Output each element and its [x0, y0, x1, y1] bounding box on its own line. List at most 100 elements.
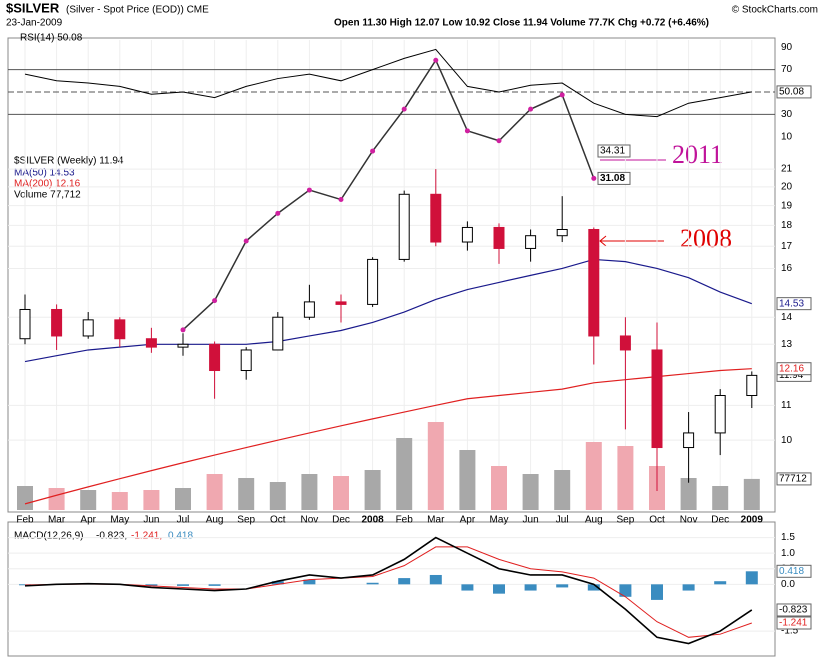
value-label: 77712	[779, 474, 807, 485]
annotation: 2008	[680, 224, 732, 253]
y-tick-label: 18	[781, 220, 793, 231]
volume-bar	[143, 490, 159, 510]
x-tick-label: 2008	[361, 515, 384, 526]
x-tick-label: Feb	[16, 515, 34, 526]
volume-bar	[80, 490, 96, 510]
title: $SILVER	[6, 0, 60, 15]
candle-body	[684, 433, 694, 448]
candle-body	[241, 350, 251, 371]
value-label: -1.241	[779, 618, 808, 629]
overlay-point	[370, 149, 375, 154]
x-tick-label: Jun	[143, 515, 159, 526]
x-tick-label: Jul	[556, 515, 569, 526]
overlay-point	[402, 107, 407, 112]
overlay-point	[433, 58, 438, 63]
rsi-tick-label: 30	[781, 109, 793, 120]
value-label: 0.418	[779, 566, 804, 577]
y-tick-label: 14	[781, 312, 793, 323]
overlay-point	[307, 188, 312, 193]
candle-body	[146, 339, 156, 347]
candle-body	[747, 375, 757, 395]
x-tick-label: Dec	[332, 515, 350, 526]
y-tick-label: 11	[781, 400, 792, 411]
volume-bar	[712, 486, 728, 510]
candle-body	[557, 229, 567, 235]
rsi-tick-label: 70	[781, 64, 793, 75]
candle-body	[210, 344, 220, 370]
x-tick-label: 2009	[741, 515, 764, 526]
x-tick-label: Feb	[396, 515, 414, 526]
candle-body	[715, 396, 725, 433]
ma-line	[25, 369, 752, 504]
x-tick-label: May	[490, 515, 509, 526]
histogram-bar	[209, 584, 221, 586]
overlay-point	[212, 298, 217, 303]
y-tick-label: 16	[781, 263, 793, 274]
rsi-line	[25, 49, 752, 116]
y-tick-label: 13	[781, 339, 793, 350]
y-tick-label: 19	[781, 200, 793, 211]
value-label: -0.823	[779, 605, 808, 616]
candle-body	[20, 309, 30, 338]
candle-body	[652, 350, 662, 448]
candle-body	[368, 259, 378, 304]
x-tick-label: Mar	[427, 515, 445, 526]
overlay-price-label: 31.08	[600, 173, 625, 184]
x-tick-label: Jun	[523, 515, 539, 526]
volume-bar	[554, 470, 570, 510]
histogram-bar	[177, 584, 189, 586]
overlay-price-label: 34.31	[600, 146, 625, 157]
overlay-point	[339, 197, 344, 202]
rsi-tick-label: 90	[781, 42, 793, 53]
candle-body	[336, 302, 346, 305]
macd-tick-label: 1.5	[781, 532, 795, 543]
overlay-point	[560, 92, 565, 97]
volume-bar	[428, 422, 444, 510]
overlay-line	[183, 60, 594, 330]
histogram-bar	[398, 578, 410, 584]
candle-body	[304, 302, 314, 317]
candle-body	[115, 320, 125, 339]
histogram-bar	[430, 575, 442, 584]
value-label: 50.08	[779, 87, 804, 98]
histogram-bar	[683, 584, 695, 590]
volume-bar	[586, 442, 602, 510]
x-tick-label: Apr	[80, 515, 96, 526]
x-tick-label: Oct	[270, 515, 286, 526]
candle-body	[83, 320, 93, 336]
x-tick-label: Nov	[301, 515, 319, 526]
histogram-bar	[714, 581, 726, 584]
rsi-legend: RSI(14) 50.08	[20, 33, 83, 44]
x-tick-label: Apr	[460, 515, 476, 526]
overlay-point	[181, 327, 186, 332]
volume-bar	[523, 474, 539, 510]
x-tick-label: Aug	[585, 515, 603, 526]
volume-bar	[744, 479, 760, 510]
legend-ma200: MA(200) 12.16	[14, 179, 81, 190]
histogram-bar	[493, 584, 505, 593]
macd-tick-label: 0.0	[781, 579, 795, 590]
volume-bar	[365, 470, 381, 510]
x-tick-label: Sep	[617, 515, 635, 526]
volume-bar	[459, 450, 475, 510]
legend-price: $SILVER (Weekly) 11.94	[14, 156, 124, 167]
overlay-point	[497, 138, 502, 143]
volume-bar	[207, 474, 223, 510]
value-label: 12.16	[779, 363, 804, 374]
quote: Open 11.30 High 12.07 Low 10.92 Close 11…	[334, 18, 709, 29]
macd-legend-signal: -1.241,	[131, 531, 162, 542]
histogram-bar	[619, 584, 631, 596]
overlay-point	[528, 107, 533, 112]
x-tick-label: Aug	[206, 515, 224, 526]
y-tick-label: 10	[781, 435, 793, 446]
histogram-bar	[651, 584, 663, 600]
y-tick-label: 20	[781, 182, 793, 193]
candle-body	[526, 236, 536, 249]
x-tick-label: May	[110, 515, 129, 526]
macd-legend-hist: 0.418	[168, 531, 193, 542]
volume-bar	[49, 488, 65, 510]
credit: © StockCharts.com	[732, 5, 818, 16]
x-tick-label: Mar	[48, 515, 66, 526]
x-tick-label: Oct	[649, 515, 665, 526]
volume-bar	[238, 478, 254, 510]
